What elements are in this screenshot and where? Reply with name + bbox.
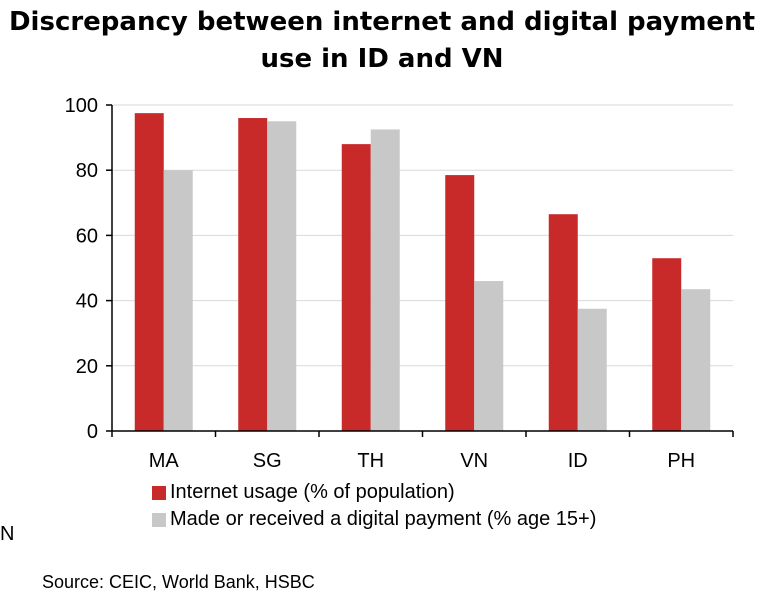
- bar-internet-ma: [134, 113, 164, 432]
- bar-payment-id: [577, 308, 607, 431]
- chart-legend: Internet usage (% of population) Made or…: [152, 479, 596, 533]
- legend-item-digital-payment: Made or received a digital payment (% ag…: [152, 506, 596, 533]
- legend-item-internet-usage: Internet usage (% of population): [152, 479, 596, 506]
- y-tick-label-0: 0: [87, 421, 98, 443]
- legend-swatch-internet-usage: [152, 485, 166, 500]
- y-tick-label-100: 100: [65, 95, 98, 117]
- bar-payment-sg: [267, 121, 297, 432]
- bar-internet-id: [548, 214, 578, 431]
- x-tick-label-vn: VN: [460, 450, 488, 472]
- y-tick-label-80: 80: [76, 160, 98, 182]
- y-tick-label-20: 20: [76, 356, 98, 378]
- y-tick-label-40: 40: [76, 291, 98, 313]
- bar-internet-th: [341, 144, 371, 431]
- bar-internet-ph: [652, 258, 682, 431]
- x-tick-label-ma: MA: [149, 450, 180, 472]
- x-tick-label-id: ID: [568, 450, 588, 472]
- x-tick-label-ph: PH: [667, 450, 695, 472]
- bar-payment-ma: [163, 170, 193, 431]
- legend-label-internet-usage: Internet usage (% of population): [170, 481, 455, 503]
- bar-payment-th: [370, 129, 400, 431]
- chart-title: Discrepancy between internet and digital…: [0, 4, 764, 78]
- bar-internet-sg: [238, 118, 268, 431]
- x-tick-label-sg: SG: [253, 450, 282, 472]
- chart-title-line-1: Discrepancy between internet and digital…: [8, 7, 756, 37]
- cropped-edge-text: N: [0, 523, 15, 545]
- source-note: Source: CEIC, World Bank, HSBC: [42, 572, 315, 592]
- chart-title-line-2: use in ID and VN: [260, 44, 504, 74]
- bar-internet-vn: [445, 175, 475, 431]
- y-tick-label-60: 60: [76, 225, 98, 247]
- legend-swatch-digital-payment: [152, 512, 166, 527]
- bar-payment-ph: [681, 289, 711, 431]
- bar-payment-vn: [474, 281, 504, 431]
- x-tick-label-th: TH: [357, 450, 384, 472]
- legend-label-digital-payment: Made or received a digital payment (% ag…: [170, 508, 597, 530]
